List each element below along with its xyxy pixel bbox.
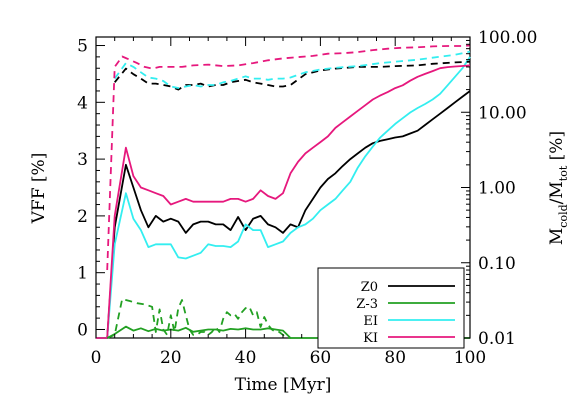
series-line-4 bbox=[96, 64, 471, 339]
x-tick-label: 60 bbox=[310, 348, 332, 368]
x-tick-label: 40 bbox=[235, 348, 257, 368]
y-axis-right-label-sub1: cold bbox=[557, 204, 570, 227]
x-tick-label: 80 bbox=[384, 348, 406, 368]
y-left-tick-label: 4 bbox=[77, 93, 88, 113]
y-right-tick-label: 100.00 bbox=[478, 28, 537, 48]
series-line-3 bbox=[96, 56, 471, 339]
legend-label: Z-3 bbox=[356, 297, 378, 312]
series-layer bbox=[96, 44, 471, 339]
y-left-tick-label: 1 bbox=[77, 264, 88, 284]
y-right-tick-label: 0.01 bbox=[478, 329, 516, 349]
y-right-tick-label: 0.10 bbox=[478, 254, 516, 274]
y-left-tick-label: 0 bbox=[77, 320, 88, 340]
legend-label: KI bbox=[363, 331, 378, 346]
series-line-1 bbox=[96, 90, 471, 339]
legend-label: EI bbox=[363, 314, 378, 329]
x-tick-label: 100 bbox=[454, 348, 486, 368]
x-tick-label: 0 bbox=[91, 348, 102, 368]
y-axis-right-label-main: M bbox=[547, 228, 567, 245]
y-left-tick-label: 3 bbox=[77, 150, 88, 170]
series-line-6 bbox=[106, 298, 291, 339]
x-tick-label: 20 bbox=[160, 348, 182, 368]
y-axis-right-label-slash: /M bbox=[547, 181, 567, 204]
y-right-tick-label: 1.00 bbox=[478, 179, 516, 199]
x-axis-label: Time [Myr] bbox=[235, 375, 332, 395]
y-left-tick-label: 2 bbox=[77, 207, 88, 227]
ticks-layer: 0 20 40 60 80 100 0 1 2 3 4 5 0.01 0.10 1.00 10.00 100.0… bbox=[77, 28, 537, 368]
series-line-5 bbox=[114, 60, 471, 91]
y-right-tick-label: 10.00 bbox=[478, 103, 527, 123]
legend-box bbox=[317, 267, 465, 349]
y-left-tick-label: 5 bbox=[77, 37, 88, 57]
y-axis-right-label-sub2: tot bbox=[557, 165, 570, 181]
legend: Z0 Z-3 EI KI bbox=[317, 267, 465, 349]
legend-label: Z0 bbox=[361, 280, 378, 295]
y-axis-right-label: Mcold/Mtot [%] bbox=[547, 131, 570, 245]
y-axis-left-label: VFF [%] bbox=[29, 153, 49, 225]
y-axis-right-label-unit: [%] bbox=[547, 131, 567, 160]
